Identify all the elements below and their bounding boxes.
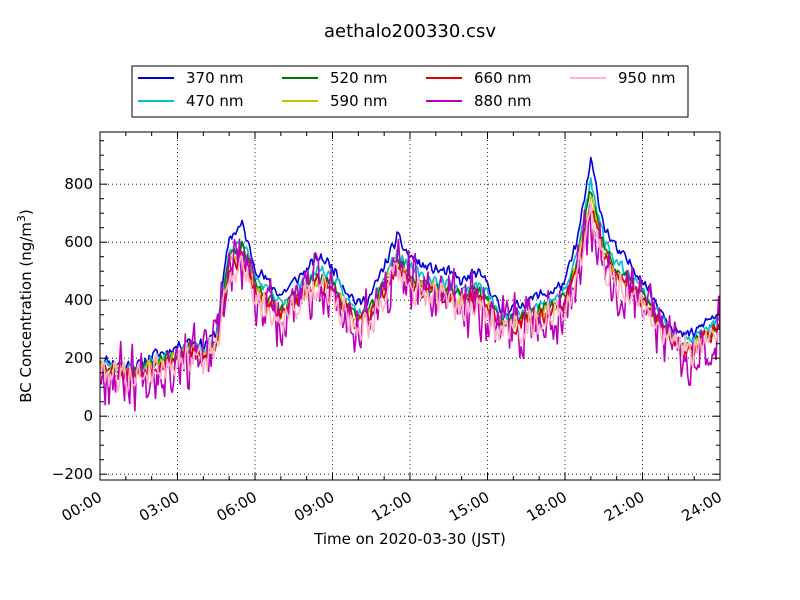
legend: 370 nm 470 nm 520 nm 590 nm 660 nm 880 nm 950 … — [131, 65, 689, 118]
x-axis-label: Time on 2020-03-30 (JST) — [313, 530, 506, 548]
y-tick-label: −200 — [52, 465, 93, 483]
legend-label: 880 nm — [474, 92, 532, 110]
legend-label: 470 nm — [186, 92, 244, 110]
y-axis-label: BC Concentration (ng/m3) — [15, 209, 35, 403]
legend-label: 950 nm — [618, 69, 676, 87]
legend-label: 520 nm — [330, 69, 388, 87]
y-tick-label: 800 — [64, 175, 93, 193]
y-tick-labels: −200 0 200 400 600 800 — [52, 175, 93, 483]
axis-ticks — [99, 132, 721, 480]
legend-label: 660 nm — [474, 69, 532, 87]
legend-label: 370 nm — [186, 69, 244, 87]
y-tick-label: 200 — [64, 349, 93, 367]
y-tick-label: 600 — [64, 233, 93, 251]
series-line-950-nm — [100, 200, 720, 395]
legend-frame — [131, 65, 689, 118]
legend-label: 590 nm — [330, 92, 388, 110]
series-lines — [100, 156, 720, 412]
y-tick-label: 400 — [64, 291, 93, 309]
y-tick-label: 0 — [83, 407, 93, 425]
chart-title: aethalo200330.csv — [324, 21, 496, 42]
